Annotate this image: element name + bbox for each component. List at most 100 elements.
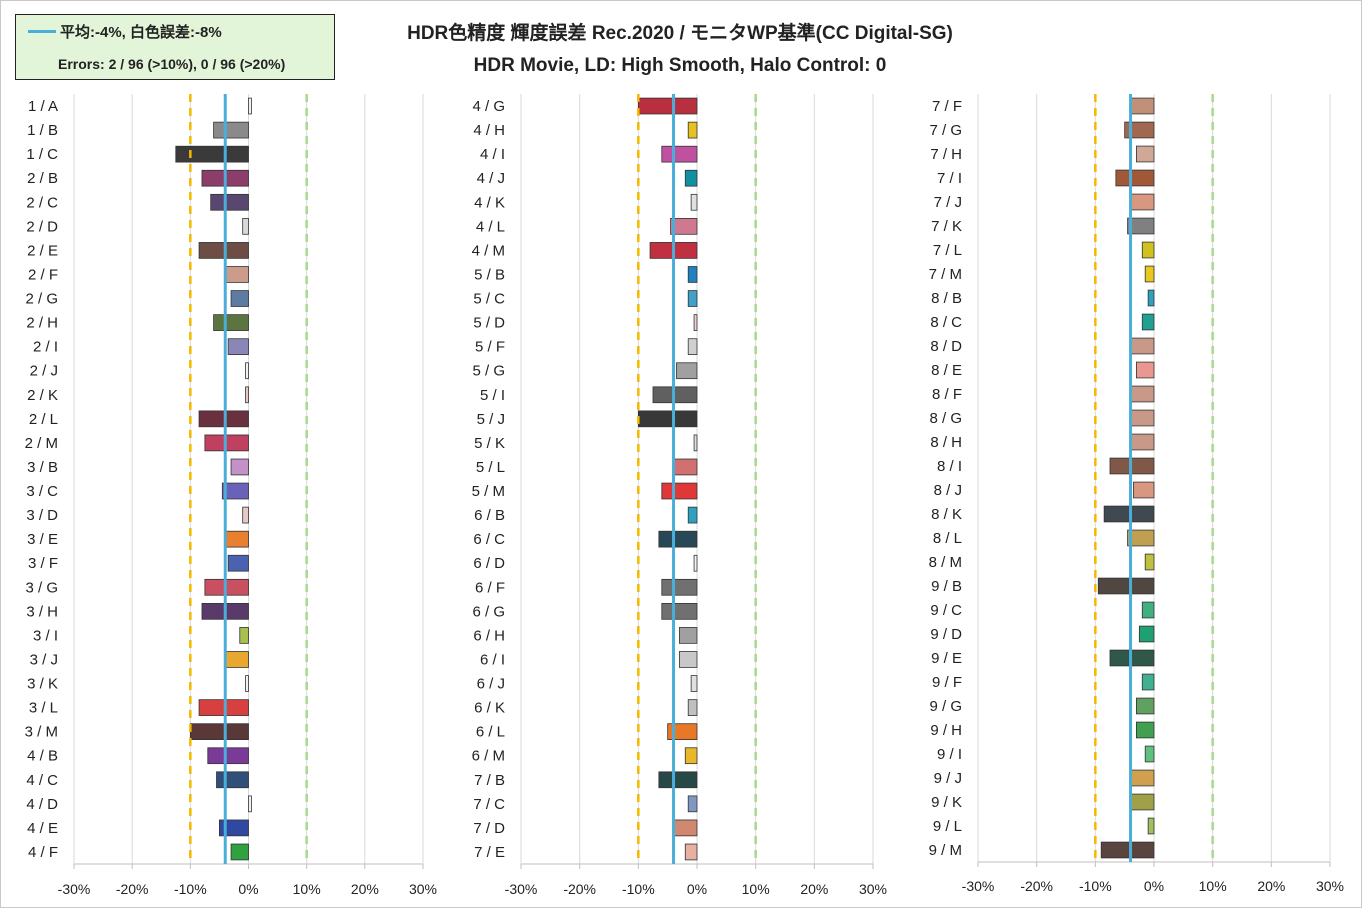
bar-right-22 <box>1138 625 1155 643</box>
bar-middle-19 <box>693 554 698 572</box>
bar-left-7 <box>224 266 249 283</box>
category-label-left: 4 / D <box>26 796 58 813</box>
bar-left-16 <box>221 482 249 500</box>
bar-middle-15 <box>673 458 698 476</box>
category-label-left: 3 / F <box>28 555 58 572</box>
category-label-right: 7 / F <box>932 98 962 115</box>
bar-middle-14 <box>693 434 698 452</box>
legend-errors-label: Errors: 2 / 96 (>10%), 0 / 96 (>20%) <box>58 56 286 72</box>
bar-right-24 <box>1141 673 1155 691</box>
tick-label-left: 10% <box>293 881 321 897</box>
bar-right-6 <box>1141 241 1155 259</box>
bar-right-8 <box>1147 289 1155 307</box>
category-label-middle: 5 / D <box>473 315 505 332</box>
bar-middle-8 <box>687 290 698 307</box>
category-label-middle: 5 / F <box>475 339 505 356</box>
category-label-right: 9 / I <box>937 746 962 763</box>
category-label-left: 3 / L <box>29 700 58 717</box>
bar-middle-5 <box>670 218 698 235</box>
category-label-right: 8 / J <box>934 482 962 499</box>
category-label-left: 1 / A <box>28 98 58 115</box>
category-label-right: 8 / E <box>931 362 962 379</box>
category-label-middle: 6 / L <box>476 724 505 741</box>
category-label-left: 3 / M <box>25 724 58 741</box>
bar-left-17 <box>242 506 249 524</box>
bar-left-23 <box>224 651 249 668</box>
category-label-middle: 4 / G <box>472 98 505 115</box>
category-label-middle: 6 / H <box>473 627 505 644</box>
category-label-middle: 6 / D <box>473 555 505 572</box>
category-label-right: 9 / M <box>929 842 962 859</box>
category-label-middle: 4 / L <box>476 218 505 235</box>
category-label-right: 7 / H <box>930 146 962 163</box>
category-label-left: 3 / H <box>26 603 58 620</box>
category-label-middle: 5 / J <box>477 411 505 428</box>
category-label-right: 9 / B <box>931 578 962 595</box>
bar-middle-13 <box>637 410 698 428</box>
bar-right-13 <box>1130 409 1155 427</box>
category-label-middle: 6 / K <box>474 700 505 717</box>
bar-right-4 <box>1130 193 1155 211</box>
tick-label-left: 30% <box>409 881 437 897</box>
chart-title: HDR色精度 輝度誤差 Rec.2020 / モニタWP基準(CC Digita… <box>407 23 953 44</box>
category-label-right: 9 / J <box>934 770 962 787</box>
bar-right-5 <box>1127 217 1155 235</box>
category-label-left: 2 / M <box>25 435 58 452</box>
category-label-right: 8 / F <box>932 386 962 403</box>
tick-label-middle: 30% <box>859 881 887 897</box>
category-label-right: 8 / D <box>930 338 962 355</box>
bar-left-10 <box>227 338 249 355</box>
bar-middle-0 <box>637 97 698 115</box>
bar-middle-7 <box>687 266 698 283</box>
bar-middle-17 <box>687 506 698 524</box>
legend-average-label: 平均:-4%, 白色誤差:-8% <box>60 24 222 41</box>
category-label-left: 3 / D <box>26 507 58 524</box>
bar-right-31 <box>1100 841 1155 859</box>
category-label-right: 9 / C <box>930 602 962 619</box>
category-label-middle: 5 / C <box>473 291 505 308</box>
category-label-right: 8 / I <box>937 458 962 475</box>
bar-right-12 <box>1130 385 1155 403</box>
bar-right-18 <box>1127 529 1155 547</box>
bar-right-0 <box>1130 97 1155 115</box>
category-label-middle: 5 / B <box>474 266 505 283</box>
tick-label-middle: 0% <box>687 881 707 897</box>
bar-right-16 <box>1133 481 1155 499</box>
bar-right-3 <box>1115 169 1155 187</box>
category-label-left: 2 / C <box>26 194 58 211</box>
bar-middle-11 <box>676 362 698 380</box>
category-label-left: 3 / E <box>27 531 58 548</box>
category-label-right: 9 / E <box>931 650 962 667</box>
category-label-right: 9 / F <box>932 674 962 691</box>
bar-right-19 <box>1144 553 1155 571</box>
category-label-left: 3 / C <box>26 483 58 500</box>
bar-left-5 <box>242 218 249 235</box>
legend-average-line-swatch <box>28 30 56 33</box>
bar-right-26 <box>1136 721 1155 739</box>
tick-label-right: -20% <box>1020 878 1053 894</box>
category-label-middle: 7 / D <box>473 820 505 837</box>
bar-left-1 <box>213 121 249 139</box>
category-label-right: 7 / L <box>933 242 962 259</box>
tick-label-left: 0% <box>238 881 258 897</box>
tick-label-middle: -20% <box>563 881 596 897</box>
category-label-left: 4 / C <box>26 772 58 789</box>
tick-label-right: -30% <box>962 878 995 894</box>
category-label-right: 8 / H <box>930 434 962 451</box>
tick-label-right: 10% <box>1199 878 1227 894</box>
category-label-left: 2 / H <box>26 315 58 332</box>
category-label-middle: 6 / F <box>475 579 505 596</box>
category-label-right: 7 / M <box>929 266 962 283</box>
category-label-left: 4 / B <box>27 748 58 765</box>
bar-middle-9 <box>693 314 698 331</box>
bar-left-29 <box>248 795 252 813</box>
category-label-left: 3 / B <box>27 459 58 476</box>
bar-middle-30 <box>673 819 698 837</box>
bar-left-2 <box>175 145 249 163</box>
bar-middle-23 <box>679 651 698 668</box>
chart-subtitle: HDR Movie, LD: High Smooth, Halo Control… <box>473 55 887 76</box>
category-label-right: 9 / L <box>933 818 962 835</box>
category-label-left: 2 / K <box>27 387 58 404</box>
bar-middle-3 <box>684 169 698 187</box>
